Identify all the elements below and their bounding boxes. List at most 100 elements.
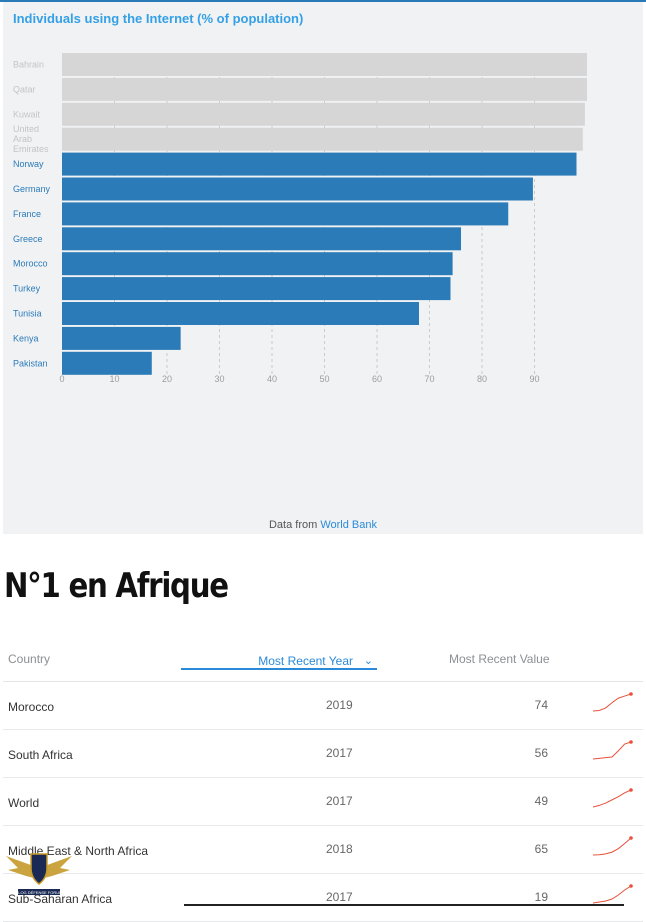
sparkline — [592, 788, 633, 808]
category-label-line: France — [13, 209, 41, 219]
x-tick-label: 50 — [319, 374, 329, 384]
column-header-value[interactable]: Most Recent Value — [449, 652, 550, 666]
row-country[interactable]: Sub-Saharan Africa — [8, 892, 113, 906]
row-country[interactable]: World — [8, 796, 40, 810]
row-year: 2017 — [326, 746, 353, 760]
category-label-line: Germany — [13, 184, 51, 194]
x-tick-label: 30 — [214, 374, 224, 384]
category-label: Turkey — [13, 284, 41, 294]
category-label: Kenya — [13, 333, 39, 343]
category-label-line: Pakistan — [13, 358, 48, 368]
category-label-line: Turkey — [13, 284, 41, 294]
column-header-country[interactable]: Country — [8, 652, 51, 666]
logo-text: BLOG DÉFENSE FORUM — [16, 890, 63, 895]
category-label-line: Kenya — [13, 333, 39, 343]
table-body: Morocco 2019 74 South Africa 2017 56 World 2017… — [3, 682, 643, 922]
bar[interactable] — [62, 227, 461, 251]
category-label: Germany — [13, 184, 51, 194]
category-label-line: Bahrain — [13, 60, 44, 70]
category-label: Norway — [13, 159, 44, 169]
chart-source: Data from World Bank — [3, 519, 643, 531]
bar[interactable] — [62, 277, 451, 301]
sparkline — [592, 836, 633, 856]
row-value: 56 — [534, 746, 548, 760]
chart-panel: Individuals using the Internet (% of pop… — [3, 2, 643, 534]
column-header-year[interactable]: Most Recent Year ⌄ — [181, 640, 377, 670]
category-label: Morocco — [13, 259, 48, 269]
sparkline-path — [592, 885, 632, 904]
sparkline — [592, 692, 633, 712]
bar[interactable] — [62, 326, 181, 350]
column-header-year-label: Most Recent Year — [258, 654, 353, 668]
x-tick-label: 40 — [267, 374, 277, 384]
x-tick-label: 60 — [372, 374, 382, 384]
x-tick-label: 20 — [162, 374, 172, 384]
sparkline-endpoint — [629, 884, 633, 888]
sparkline — [592, 884, 633, 904]
category-label: Tunisia — [13, 309, 42, 319]
category-label: Pakistan — [13, 358, 48, 368]
category-label: Qatar — [13, 84, 36, 94]
sparkline-path — [592, 693, 632, 712]
eagle-shield-icon: BLOG DÉFENSE FORUM — [6, 853, 72, 895]
bar[interactable] — [62, 77, 587, 101]
row-country[interactable]: Morocco — [8, 700, 55, 714]
bar[interactable] — [62, 252, 453, 276]
x-tick-label: 0 — [59, 374, 64, 384]
sparkline-path — [592, 789, 632, 808]
row-country[interactable]: South Africa — [8, 748, 73, 762]
bar[interactable] — [62, 53, 587, 76]
bar-chart: 0 10 20 30 40 50 60 70 80 90 Bahrain Qatar Kuwait Uni… — [13, 53, 587, 384]
bar[interactable] — [62, 177, 533, 201]
data-table: Country Most Recent Year ⌄ Most Recent V… — [3, 640, 643, 922]
sparkline — [592, 740, 633, 760]
category-label-line: Qatar — [13, 84, 36, 94]
category-label: United Arab Emirates — [13, 124, 49, 154]
bar[interactable] — [62, 302, 419, 325]
category-label: Bahrain — [13, 60, 44, 70]
source-link[interactable]: World Bank — [320, 519, 377, 531]
row-value: 19 — [534, 890, 548, 904]
table-header: Country Most Recent Year ⌄ Most Recent V… — [3, 640, 643, 682]
table-row[interactable]: Sub-Saharan Africa 2017 19 — [3, 874, 643, 922]
row-value: 74 — [534, 698, 548, 712]
category-label: Greece — [13, 234, 43, 244]
bar[interactable] — [62, 102, 585, 126]
sparkline-path — [592, 837, 632, 856]
category-label-line: Morocco — [13, 259, 48, 269]
table-row[interactable]: South Africa 2017 56 — [3, 730, 643, 778]
top-accent-line — [0, 0, 646, 2]
category-label-line: Norway — [13, 159, 44, 169]
bar[interactable] — [62, 351, 152, 375]
sparkline-endpoint — [629, 740, 633, 744]
source-prefix: Data from — [268, 519, 318, 531]
x-tick-label: 70 — [424, 374, 434, 384]
bottom-rule — [184, 904, 624, 906]
row-value: 49 — [534, 794, 548, 808]
x-tick-label: 90 — [529, 374, 539, 384]
table-row[interactable]: World 2017 49 — [3, 778, 643, 826]
category-label: France — [13, 209, 41, 219]
chevron-down-icon: ⌄ — [363, 655, 373, 667]
table-row[interactable]: Morocco 2019 74 — [3, 682, 643, 730]
category-label: Kuwait — [13, 109, 41, 119]
category-label-line: Tunisia — [13, 309, 42, 319]
table-row[interactable]: Middle East & North Africa 2018 65 — [3, 826, 643, 874]
category-label-line: Arab — [13, 134, 32, 144]
category-label-line: Kuwait — [13, 109, 41, 119]
category-label-line: United — [13, 124, 39, 134]
row-year: 2017 — [326, 890, 353, 904]
row-value: 65 — [534, 842, 548, 856]
section-heading: N°1 en Afrique — [4, 566, 229, 606]
row-year: 2019 — [326, 698, 353, 712]
sparkline-endpoint — [629, 836, 633, 840]
bar[interactable] — [62, 127, 583, 151]
row-year: 2018 — [326, 842, 353, 856]
sparkline-endpoint — [629, 788, 633, 792]
bar[interactable] — [62, 202, 509, 226]
sparkline-path — [592, 741, 632, 760]
category-label-line: Greece — [13, 234, 43, 244]
category-label-line: Emirates — [13, 144, 49, 154]
bar[interactable] — [62, 152, 577, 176]
chart-title: Individuals using the Internet (% of pop… — [13, 11, 304, 26]
